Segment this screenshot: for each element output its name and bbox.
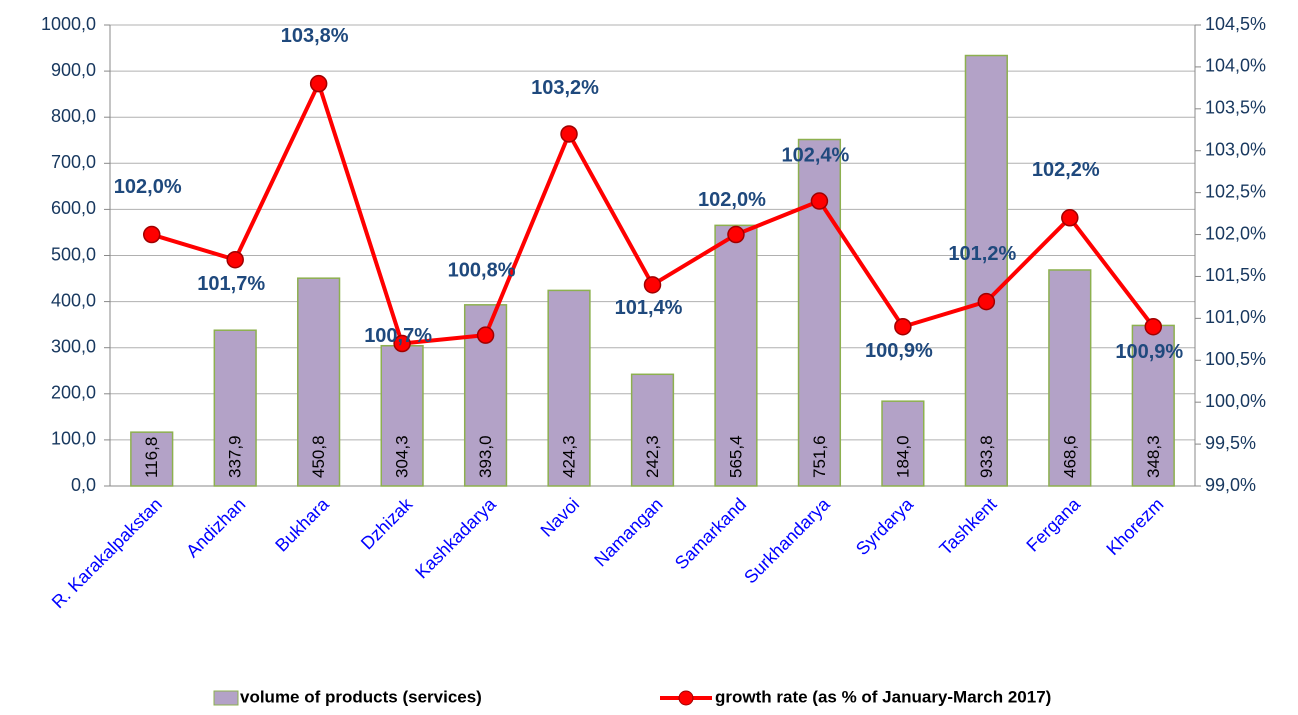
line-marker [1061, 209, 1079, 227]
bar-value-label: 337,9 [226, 435, 245, 478]
bar-value-label: 348,3 [1144, 435, 1163, 478]
y2-tick-label: 100,0% [1205, 391, 1266, 411]
line-marker [810, 192, 829, 210]
line-marker [727, 225, 745, 244]
bar-value-label: 751,6 [810, 435, 829, 478]
y-tick-label: 400,0 [51, 290, 96, 310]
y-tick-label: 900,0 [51, 60, 96, 80]
bar-value-label: 242,3 [643, 435, 662, 478]
x-tick-label: Fergana [1022, 493, 1084, 555]
legend-label: volume of products (services) [240, 687, 482, 706]
bar [964, 54, 1008, 487]
bar-value-label: 468,6 [1060, 435, 1079, 478]
y-tick-label: 500,0 [51, 244, 96, 264]
line-value-label: 103,8% [281, 25, 349, 47]
y2-tick-label: 103,0% [1205, 139, 1266, 159]
line-value-label: 102,4% [782, 144, 850, 166]
x-tick-label: Dzhizak [357, 493, 417, 553]
bar [380, 344, 424, 487]
x-tick-label: Tashkent [935, 494, 1000, 559]
bar-value-label: 304,3 [393, 435, 412, 478]
line-value-label: 100,8% [448, 259, 516, 281]
y2-tick-label: 100,5% [1205, 349, 1266, 369]
line-value-label: 101,2% [948, 243, 1016, 265]
bar [881, 400, 925, 487]
y-tick-label: 600,0 [51, 198, 96, 218]
bar [547, 289, 591, 487]
line-value-label: 102,0% [114, 176, 182, 198]
y2-tick-label: 101,5% [1205, 265, 1266, 285]
legend-marker [678, 690, 694, 706]
line-marker [476, 326, 495, 344]
bar-value-label: 116,8 [142, 437, 161, 478]
line-value-label: 100,7% [364, 325, 432, 347]
x-tick-label: R. Karakalpakstan [48, 494, 166, 612]
x-tick-label: Kashkadarya [411, 493, 500, 582]
x-tick-label: Surkhandarya [740, 493, 834, 587]
line-marker [226, 250, 244, 269]
line-value-label: 100,9% [1115, 341, 1183, 363]
line-value-label: 102,2% [1032, 159, 1100, 181]
x-tick-label: Syrdarya [852, 493, 918, 559]
bar-value-label: 184,0 [893, 435, 912, 478]
bar [1048, 269, 1092, 487]
bar [297, 277, 341, 487]
y-tick-label: 800,0 [51, 106, 96, 126]
line-marker [560, 125, 578, 143]
bar-value-label: 565,4 [726, 435, 745, 478]
x-tick-label: Namangan [590, 494, 666, 570]
y2-tick-label: 102,0% [1205, 223, 1266, 243]
bar [630, 373, 675, 487]
line-marker [393, 334, 411, 353]
x-tick-label: Bukhara [271, 493, 333, 555]
bar [213, 329, 257, 487]
legend-label: growth rate (as % of January-March 2017) [715, 687, 1051, 706]
bar [714, 224, 758, 487]
x-tick-label: Andizhan [182, 494, 249, 561]
y-tick-label: 300,0 [51, 336, 96, 356]
line-marker [309, 74, 328, 93]
line-value-label: 101,7% [197, 273, 265, 295]
line-marker [1144, 317, 1163, 336]
line-value-label: 103,2% [531, 77, 599, 99]
bar-value-label: 424,3 [560, 435, 579, 478]
y-tick-label: 200,0 [51, 383, 96, 403]
bar-value-label: 933,8 [977, 435, 996, 478]
x-tick-label: Navoi [537, 494, 584, 541]
line-value-label: 100,9% [865, 340, 933, 362]
y2-tick-label: 99,5% [1205, 433, 1256, 453]
y2-tick-label: 103,5% [1205, 98, 1266, 118]
line-marker [977, 292, 996, 311]
bar-value-label: 393,0 [476, 435, 495, 478]
line-marker [142, 225, 161, 244]
y2-tick-label: 101,0% [1205, 307, 1266, 327]
y-tick-label: 1000,0 [41, 14, 96, 34]
legend-swatch [213, 690, 239, 706]
x-tick-label: Khorezm [1102, 494, 1167, 559]
y2-tick-label: 104,5% [1205, 14, 1266, 34]
x-tick-label: Samarkand [671, 494, 750, 573]
bar [130, 431, 174, 487]
y2-tick-label: 102,5% [1205, 181, 1266, 201]
line-value-label: 102,0% [698, 189, 766, 211]
line-marker [894, 317, 912, 336]
bar [797, 138, 842, 487]
y-tick-label: 100,0 [51, 429, 96, 449]
y2-tick-label: 99,0% [1205, 475, 1256, 495]
y-tick-label: 0,0 [71, 475, 96, 495]
line-value-label: 101,4% [615, 297, 683, 319]
line-marker [643, 276, 662, 294]
bar-value-label: 450,8 [309, 435, 328, 478]
y2-tick-label: 104,0% [1205, 56, 1266, 76]
y-tick-label: 700,0 [51, 152, 96, 172]
